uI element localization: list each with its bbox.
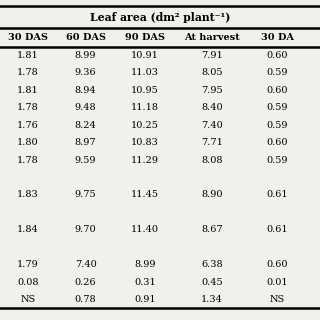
Text: 0.60: 0.60 xyxy=(267,51,288,60)
Text: 11.29: 11.29 xyxy=(131,156,159,164)
Text: 0.26: 0.26 xyxy=(75,278,96,287)
Text: 90 DAS: 90 DAS xyxy=(125,33,165,42)
Text: 0.59: 0.59 xyxy=(267,103,288,112)
Text: 0.60: 0.60 xyxy=(267,260,288,269)
Text: 8.67: 8.67 xyxy=(201,225,223,234)
Text: 1.81: 1.81 xyxy=(17,86,39,95)
Text: 9.75: 9.75 xyxy=(75,190,96,199)
Text: 7.71: 7.71 xyxy=(201,138,223,147)
Text: 0.61: 0.61 xyxy=(267,190,288,199)
Text: 11.03: 11.03 xyxy=(131,68,159,77)
Text: 8.05: 8.05 xyxy=(201,68,223,77)
Text: 1.84: 1.84 xyxy=(17,225,39,234)
Text: 9.70: 9.70 xyxy=(75,225,96,234)
Text: 8.99: 8.99 xyxy=(75,51,96,60)
Text: 1.81: 1.81 xyxy=(17,51,39,60)
Text: 30 DAS: 30 DAS xyxy=(8,33,48,42)
Text: 7.40: 7.40 xyxy=(201,121,223,130)
Text: 1.83: 1.83 xyxy=(17,190,39,199)
Text: NS: NS xyxy=(20,295,36,304)
Text: 11.45: 11.45 xyxy=(131,190,159,199)
Text: 0.45: 0.45 xyxy=(201,278,223,287)
Text: 8.24: 8.24 xyxy=(75,121,96,130)
Text: 6.38: 6.38 xyxy=(201,260,223,269)
Text: 1.78: 1.78 xyxy=(17,156,39,164)
Text: At harvest: At harvest xyxy=(184,33,240,42)
Text: 0.59: 0.59 xyxy=(267,156,288,164)
Text: 7.40: 7.40 xyxy=(75,260,96,269)
Text: 30 DA: 30 DA xyxy=(261,33,294,42)
Text: 9.36: 9.36 xyxy=(75,68,96,77)
Text: 1.78: 1.78 xyxy=(17,103,39,112)
Text: NS: NS xyxy=(270,295,285,304)
Text: 8.40: 8.40 xyxy=(201,103,223,112)
Text: 11.40: 11.40 xyxy=(131,225,159,234)
Text: 9.59: 9.59 xyxy=(75,156,96,164)
Text: 1.76: 1.76 xyxy=(17,121,39,130)
Text: 10.95: 10.95 xyxy=(131,86,159,95)
Text: 7.91: 7.91 xyxy=(201,51,223,60)
Text: 0.31: 0.31 xyxy=(134,278,156,287)
Text: 10.91: 10.91 xyxy=(131,51,159,60)
Text: 0.08: 0.08 xyxy=(17,278,39,287)
Text: 8.94: 8.94 xyxy=(75,86,96,95)
Text: 0.91: 0.91 xyxy=(134,295,156,304)
Text: 10.25: 10.25 xyxy=(131,121,159,130)
Text: 7.95: 7.95 xyxy=(201,86,223,95)
Text: 60 DAS: 60 DAS xyxy=(66,33,106,42)
Text: 1.80: 1.80 xyxy=(17,138,39,147)
Text: 0.61: 0.61 xyxy=(267,225,288,234)
Text: Leaf area (dm² plant⁻¹): Leaf area (dm² plant⁻¹) xyxy=(90,12,230,23)
Text: 0.59: 0.59 xyxy=(267,121,288,130)
Text: 0.60: 0.60 xyxy=(267,138,288,147)
Text: 0.60: 0.60 xyxy=(267,86,288,95)
Text: 8.08: 8.08 xyxy=(201,156,223,164)
Text: 1.34: 1.34 xyxy=(201,295,223,304)
Text: 11.18: 11.18 xyxy=(131,103,159,112)
Text: 10.83: 10.83 xyxy=(131,138,159,147)
Text: 0.01: 0.01 xyxy=(267,278,288,287)
Text: 1.79: 1.79 xyxy=(17,260,39,269)
Text: 0.59: 0.59 xyxy=(267,68,288,77)
Text: 8.90: 8.90 xyxy=(201,190,223,199)
Text: 8.99: 8.99 xyxy=(134,260,156,269)
Text: 1.78: 1.78 xyxy=(17,68,39,77)
Text: 0.78: 0.78 xyxy=(75,295,96,304)
Text: 8.97: 8.97 xyxy=(75,138,96,147)
Text: 9.48: 9.48 xyxy=(75,103,96,112)
